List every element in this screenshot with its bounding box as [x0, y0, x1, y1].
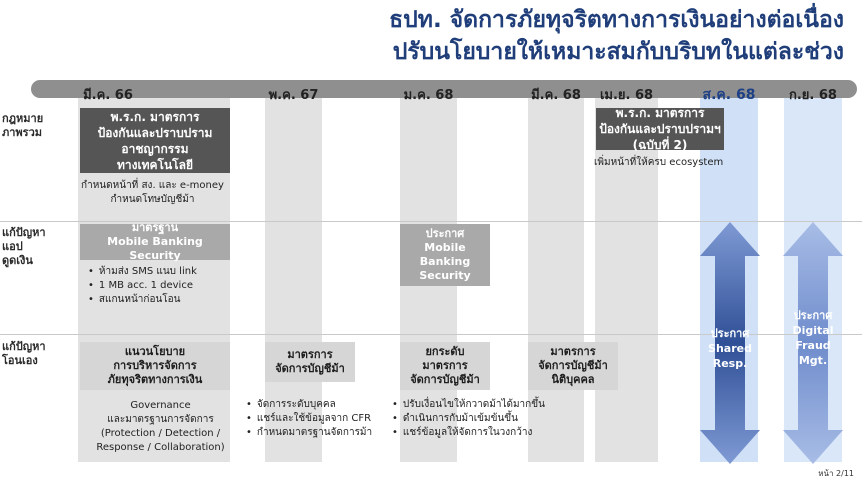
- list-item: ห้ามส่ง SMS แนบ link: [88, 265, 197, 279]
- digital-fraud-arrow: [783, 222, 843, 464]
- page-number: หน้า 2/11: [818, 469, 854, 478]
- page-subtitle: ปรับนโยบายให้เหมาะสมกับบริบทในแต่ละช่วง: [392, 39, 844, 65]
- shared-resp-arrow: [700, 222, 760, 464]
- page-title: ธปท. จัดการภัยทุจริตทางการเงินอย่างต่อเน…: [389, 7, 844, 33]
- decree-2568-box: พ.ร.ก. มาตรการ ป้องกันและปราบปรามฯ (ฉบับ…: [596, 106, 724, 152]
- account-measure-box: มาตรการ จัดการบัญชีม้า: [265, 342, 355, 382]
- list-item: กำหนดมาตรฐานจัดการม้า: [246, 426, 372, 440]
- digital-fraud-label: ประกาศ Digital Fraud Mgt.: [792, 309, 834, 367]
- row-label-law: กฎหมาย ภาพรวม: [2, 112, 44, 139]
- list-item: จัดการระดับบุคคล: [246, 398, 372, 412]
- guideline-note: Governance และมาตรฐานการจัดการ (Protecti…: [96, 400, 225, 453]
- list-item: ปรับเงื่อนไขให้กวาดม้าได้มากขึ้น: [392, 398, 545, 412]
- decree-2566-note: กำหนดหน้าที่ สง. และ e-money กำหนดโทษบัญ…: [81, 180, 224, 205]
- month-label-highlight: ส.ค. 68: [702, 87, 756, 103]
- month-label: ก.ย. 68: [789, 88, 837, 103]
- row-divider: [0, 334, 862, 335]
- row-label-mule: แก้ปัญหา โอนเอง: [2, 340, 46, 367]
- row-divider: [0, 221, 862, 222]
- shared-resp-label: ประกาศ Shared Resp.: [708, 327, 752, 370]
- mb-announce-box: ประกาศ Mobile Banking Security: [400, 224, 490, 286]
- month-label: มี.ค. 66: [83, 88, 133, 103]
- account-measure-list: จัดการระดับบุคคล แชร์และใช้ข้อมูลจาก CFR…: [246, 398, 372, 440]
- mb-security-list: ห้ามส่ง SMS แนบ link 1 MB acc. 1 device …: [88, 265, 197, 307]
- decree-2566-box: พ.ร.ก. มาตรการ ป้องกันและปราบปราม อาชญาก…: [80, 108, 230, 173]
- list-item: 1 MB acc. 1 device: [88, 279, 197, 293]
- list-item: แชร์ข้อมูลให้จัดการในวงกว้าง: [392, 426, 545, 440]
- guideline-box: แนวนโยบาย การบริหารจัดการ ภัยทุจริตทางกา…: [80, 342, 230, 390]
- list-item: ดำเนินการกับม้าเข้มข้นขึ้น: [392, 412, 545, 426]
- list-item: สแกนหน้าก่อนโอน: [88, 293, 197, 307]
- juristic-measure-box: มาตรการ จัดการบัญชีม้า นิติบุคคล: [528, 342, 618, 390]
- timeline-bar: [31, 80, 857, 98]
- month-label: เม.ย. 68: [599, 88, 654, 103]
- upgrade-measure-list: ปรับเงื่อนไขให้กวาดม้าได้มากขึ้น ดำเนินก…: [392, 398, 545, 440]
- decree-2568-note: เพิ่มหน้าที่ให้ครบ ecosystem: [594, 157, 724, 168]
- month-label: มี.ค. 68: [531, 88, 581, 103]
- month-label: ม.ค. 68: [403, 88, 454, 103]
- list-item: แชร์และใช้ข้อมูลจาก CFR: [246, 412, 372, 426]
- mb-security-box: มาตรฐาน Mobile Banking Security: [80, 221, 230, 262]
- month-label: พ.ค. 67: [268, 88, 319, 103]
- upgrade-measure-box: ยกระดับ มาตรการ จัดการบัญชีม้า: [400, 342, 490, 390]
- row-label-app: แก้ปัญหา แอป ดูดเงิน: [2, 226, 46, 267]
